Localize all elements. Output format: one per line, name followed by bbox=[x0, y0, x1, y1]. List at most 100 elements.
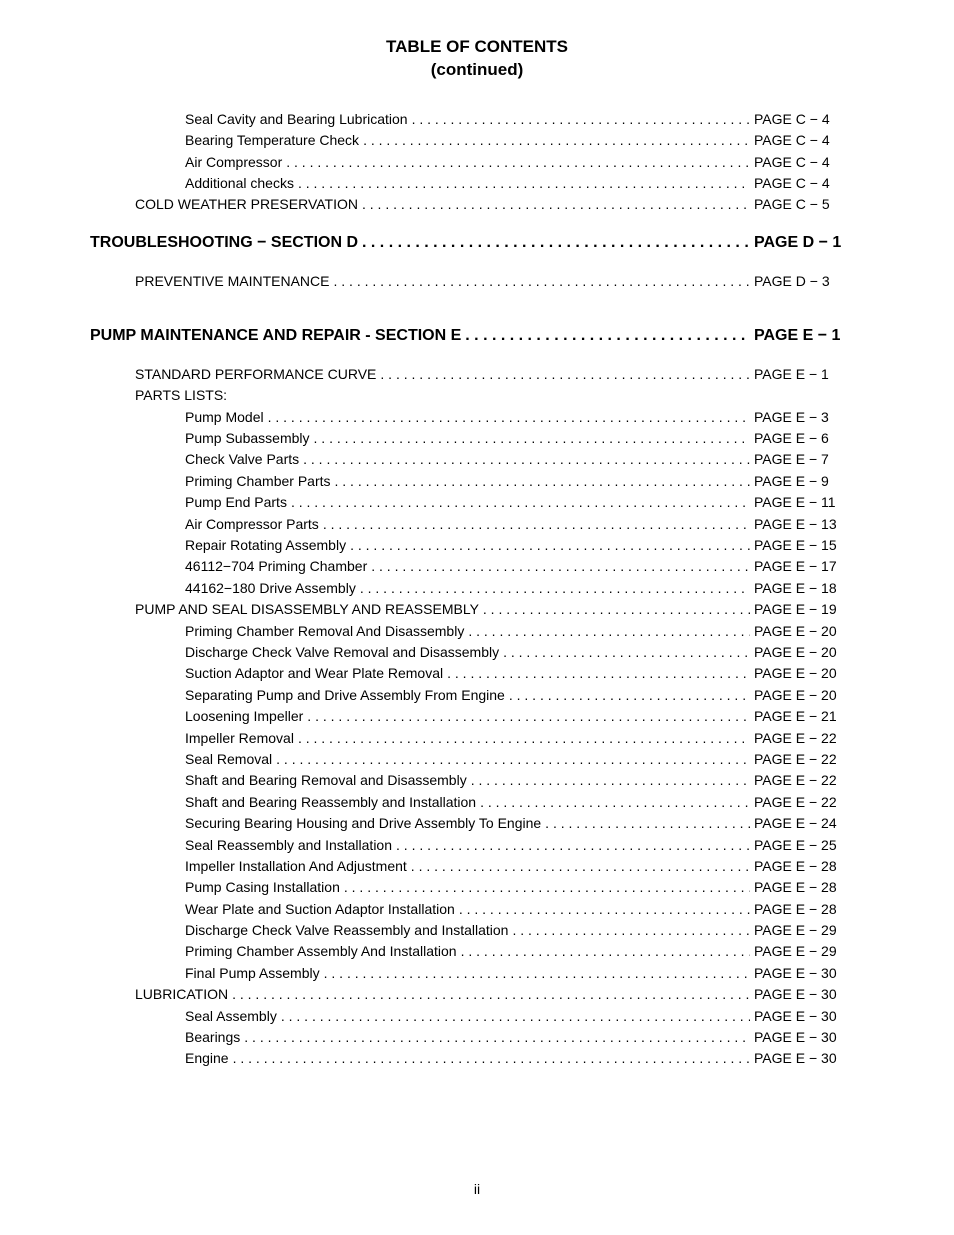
toc-entry-label: Shaft and Bearing Reassembly and Install… bbox=[185, 793, 476, 812]
toc-leader bbox=[371, 557, 750, 576]
toc-entry-row: Repair Rotating AssemblyPAGE E − 15 bbox=[90, 536, 864, 555]
toc-leader bbox=[323, 515, 750, 534]
toc-entry-row: Discharge Check Valve Reassembly and Ins… bbox=[90, 921, 864, 940]
toc-leader bbox=[503, 643, 750, 662]
toc-entry-row: BearingsPAGE E − 30 bbox=[90, 1028, 864, 1047]
toc-entry-row: Shaft and Bearing Reassembly and Install… bbox=[90, 793, 864, 812]
toc-leader bbox=[303, 450, 750, 469]
toc-page-ref: PAGE E − 24 bbox=[754, 814, 864, 833]
toc-entry-label: Discharge Check Valve Removal and Disass… bbox=[185, 643, 499, 662]
toc-entry-row: Suction Adaptor and Wear Plate RemovalPA… bbox=[90, 664, 864, 683]
toc-page-ref: PAGE E − 30 bbox=[754, 1007, 864, 1026]
toc-leader bbox=[483, 600, 750, 619]
toc-entry-row: Seal Reassembly and InstallationPAGE E −… bbox=[90, 836, 864, 855]
toc-entry-row: Pump Subassembly PAGE E − 6 bbox=[90, 429, 864, 448]
toc-section-row: PUMP MAINTENANCE AND REPAIR - SECTION E P… bbox=[90, 325, 864, 347]
toc-page-ref: PAGE E − 7 bbox=[754, 450, 864, 469]
toc-entry-row: Final Pump AssemblyPAGE E − 30 bbox=[90, 964, 864, 983]
toc-page-ref: PAGE E − 20 bbox=[754, 643, 864, 662]
toc-entry-row: PUMP AND SEAL DISASSEMBLY AND REASSEMBLY… bbox=[90, 600, 864, 619]
toc-leader bbox=[233, 1049, 750, 1068]
toc-entry-label: Air Compressor Parts bbox=[185, 515, 319, 534]
toc-page-ref: PAGE C − 5 bbox=[754, 195, 864, 214]
toc-entry-label: Engine bbox=[185, 1049, 229, 1068]
toc-page-ref: PAGE E − 19 bbox=[754, 600, 864, 619]
page-title: TABLE OF CONTENTS (continued) bbox=[90, 36, 864, 82]
toc-leader bbox=[276, 750, 750, 769]
toc-leader bbox=[298, 174, 750, 193]
toc-entry-label: Priming Chamber Parts bbox=[185, 472, 331, 491]
toc-leader bbox=[314, 429, 750, 448]
toc-entry-label: PREVENTIVE MAINTENANCE bbox=[135, 272, 329, 291]
toc-entry-label: Seal Removal bbox=[185, 750, 272, 769]
toc-entry-row: Impeller Removal PAGE E − 22 bbox=[90, 729, 864, 748]
toc-entry-label: Priming Chamber Assembly And Installatio… bbox=[185, 942, 457, 961]
toc-entry-row: Pump End PartsPAGE E − 11 bbox=[90, 493, 864, 512]
toc-page-ref: PAGE E − 1 bbox=[754, 325, 864, 347]
toc-entry-label: Wear Plate and Suction Adaptor Installat… bbox=[185, 900, 455, 919]
toc-leader bbox=[512, 921, 750, 940]
toc-entry-row: 44162−180 Drive AssemblyPAGE E − 18 bbox=[90, 579, 864, 598]
toc-entry-row: Securing Bearing Housing and Drive Assem… bbox=[90, 814, 864, 833]
toc-page-ref: PAGE E − 30 bbox=[754, 985, 864, 1004]
toc-entry-label: Pump Model bbox=[185, 408, 264, 427]
toc-page-ref: PAGE E − 25 bbox=[754, 836, 864, 855]
toc-page-ref: PAGE E − 28 bbox=[754, 857, 864, 876]
toc-entry-label: Seal Cavity and Bearing Lubrication bbox=[185, 110, 408, 129]
table-of-contents: Seal Cavity and Bearing Lubrication PAGE … bbox=[90, 110, 864, 1068]
toc-leader bbox=[244, 1028, 750, 1047]
toc-page-ref: PAGE E − 30 bbox=[754, 1049, 864, 1068]
toc-leader bbox=[461, 942, 750, 961]
toc-leader bbox=[281, 1007, 750, 1026]
toc-entry-label: Pump Subassembly bbox=[185, 429, 310, 448]
toc-entry-label: Final Pump Assembly bbox=[185, 964, 320, 983]
toc-page-ref: PAGE E − 1 bbox=[754, 365, 864, 384]
toc-leader bbox=[447, 664, 750, 683]
toc-leader bbox=[380, 365, 750, 384]
toc-entry-row: Priming Chamber Assembly And Installatio… bbox=[90, 942, 864, 961]
toc-page-ref: PAGE E − 6 bbox=[754, 429, 864, 448]
toc-entry-label: Bearing Temperature Check bbox=[185, 131, 359, 150]
toc-leader bbox=[324, 964, 750, 983]
toc-page-ref: PAGE D − 1 bbox=[754, 232, 864, 254]
toc-entry-row: Air Compressor PAGE C − 4 bbox=[90, 153, 864, 172]
toc-entry-row: Separating Pump and Drive Assembly From … bbox=[90, 686, 864, 705]
toc-page-ref: PAGE C − 4 bbox=[754, 131, 864, 150]
toc-page-ref: PAGE E − 29 bbox=[754, 942, 864, 961]
toc-leader bbox=[307, 707, 750, 726]
toc-entry-row: Loosening Impeller PAGE E − 21 bbox=[90, 707, 864, 726]
toc-leader bbox=[545, 814, 750, 833]
toc-leader bbox=[291, 493, 750, 512]
toc-entry-label: Seal Assembly bbox=[185, 1007, 277, 1026]
toc-page-ref: PAGE E − 15 bbox=[754, 536, 864, 555]
toc-leader bbox=[412, 110, 750, 129]
toc-page-ref: PAGE E − 20 bbox=[754, 664, 864, 683]
toc-entry-row: PREVENTIVE MAINTENANCE PAGE D − 3 bbox=[90, 272, 864, 291]
toc-entry-label: Impeller Removal bbox=[185, 729, 294, 748]
toc-leader bbox=[363, 131, 750, 150]
toc-page-ref: PAGE E − 21 bbox=[754, 707, 864, 726]
toc-leader bbox=[298, 729, 750, 748]
toc-entry-row: Impeller Installation And Adjustment PAGE… bbox=[90, 857, 864, 876]
toc-page-ref: PAGE E − 30 bbox=[754, 1028, 864, 1047]
toc-entry-label: Securing Bearing Housing and Drive Assem… bbox=[185, 814, 541, 833]
toc-entry-row: Engine PAGE E − 30 bbox=[90, 1049, 864, 1068]
toc-entry-row: Pump Casing InstallationPAGE E − 28 bbox=[90, 878, 864, 897]
toc-leader bbox=[411, 857, 750, 876]
toc-entry-label: Air Compressor bbox=[185, 153, 282, 172]
toc-page-ref: PAGE E − 13 bbox=[754, 515, 864, 534]
toc-page-ref: PAGE D − 3 bbox=[754, 272, 864, 291]
toc-entry-label: PARTS LISTS: bbox=[135, 386, 227, 405]
toc-entry-label: Impeller Installation And Adjustment bbox=[185, 857, 407, 876]
toc-entry-row: Priming Chamber PartsPAGE E − 9 bbox=[90, 472, 864, 491]
toc-entry-label: Separating Pump and Drive Assembly From … bbox=[185, 686, 505, 705]
toc-entry-row: Priming Chamber Removal And DisassemblyP… bbox=[90, 622, 864, 641]
document-page: TABLE OF CONTENTS (continued) Seal Cavit… bbox=[0, 0, 954, 1235]
toc-entry-label: Loosening Impeller bbox=[185, 707, 303, 726]
toc-page-ref: PAGE C − 4 bbox=[754, 153, 864, 172]
toc-entry-label: PUMP MAINTENANCE AND REPAIR - SECTION E bbox=[90, 325, 461, 347]
toc-entry-row: LUBRICATIONPAGE E − 30 bbox=[90, 985, 864, 1004]
toc-entry-row: Shaft and Bearing Removal and Disassembl… bbox=[90, 771, 864, 790]
toc-entry-label: PUMP AND SEAL DISASSEMBLY AND REASSEMBLY bbox=[135, 600, 479, 619]
toc-page-ref: PAGE E − 22 bbox=[754, 729, 864, 748]
